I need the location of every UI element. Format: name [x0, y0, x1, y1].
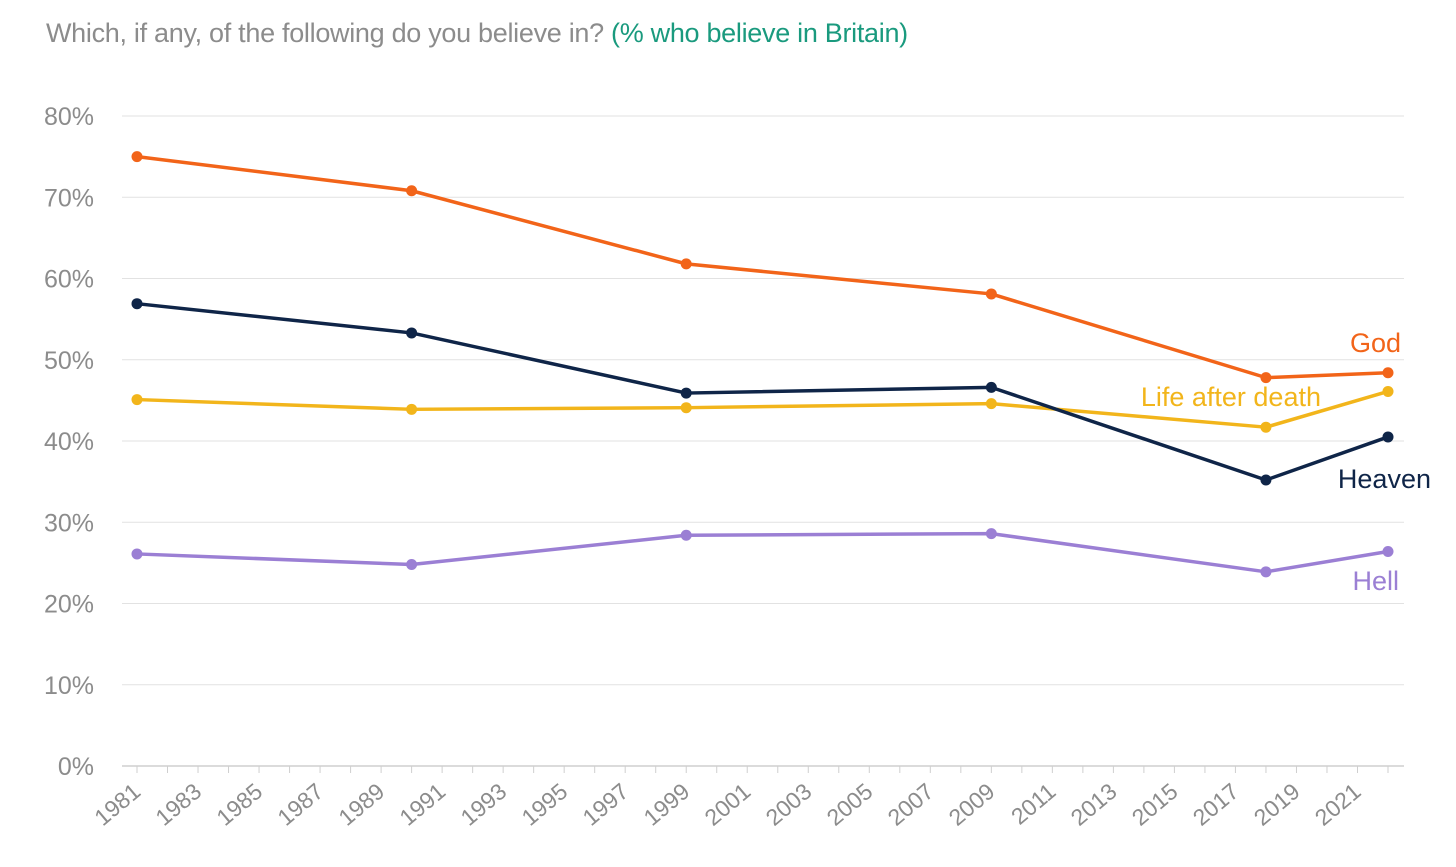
- x-tick-label: 1989: [333, 778, 389, 831]
- y-tick-label: 10%: [44, 672, 94, 700]
- chart-title: Which, if any, of the following do you b…: [46, 18, 604, 48]
- x-tick-label: 1981: [89, 778, 145, 831]
- x-tick-label: 1987: [272, 778, 328, 831]
- x-tick-label: 2007: [883, 778, 939, 831]
- x-axis: 1981 1983 1985 1987 1989 1991 1993 1995 1997 1999…: [89, 766, 1389, 831]
- x-tick-label: 2003: [761, 778, 817, 831]
- y-tick-label: 80%: [44, 103, 94, 131]
- data-point-god: [680, 258, 692, 270]
- x-tick-label: 2015: [1127, 778, 1183, 831]
- x-tick-label: 1983: [150, 778, 206, 831]
- x-tick-label: 1991: [394, 778, 450, 831]
- data-point-heaven: [1260, 474, 1272, 486]
- data-point-heaven: [131, 298, 143, 310]
- x-tick-label: 1993: [455, 778, 511, 831]
- y-tick-label: 30%: [44, 509, 94, 537]
- data-point-hell: [680, 529, 692, 541]
- series-line-life-after-death: [135, 389, 1390, 429]
- y-tick-label: 60%: [44, 266, 94, 294]
- series-line-god: [135, 154, 1390, 380]
- chart-title-line: Which, if any, of the following do you b…: [46, 18, 908, 49]
- x-tick-label: 1995: [516, 778, 572, 831]
- gridlines: [122, 115, 1404, 767]
- data-point-hell: [131, 548, 143, 560]
- x-tick-label: 1999: [639, 778, 695, 831]
- x-tick-label: 2001: [700, 778, 756, 831]
- x-tick-label: 2021: [1310, 778, 1366, 831]
- data-point-god: [406, 185, 418, 197]
- data-point-god: [1382, 367, 1394, 379]
- x-tick-label: 2011: [1006, 778, 1061, 830]
- x-tick-label: 2009: [944, 778, 1000, 831]
- data-point-heaven: [406, 327, 418, 339]
- x-tick-label: 2019: [1249, 778, 1305, 831]
- data-point-hell: [985, 528, 997, 540]
- y-tick-label: 40%: [44, 428, 94, 456]
- data-point-life-after-death: [131, 394, 143, 406]
- series-label-life-after-death: Life after death: [1141, 382, 1321, 412]
- x-tick-label: 2013: [1066, 778, 1122, 831]
- series-line-heaven: [135, 301, 1390, 482]
- series-lines: [131, 151, 1394, 578]
- data-point-god: [1260, 372, 1272, 384]
- series-label-god: God: [1350, 328, 1401, 358]
- y-tick-label: 50%: [44, 347, 94, 375]
- x-tick-label: 2017: [1188, 778, 1244, 831]
- series-labels: God Life after death Heaven Hell: [1141, 328, 1431, 596]
- data-point-hell: [406, 559, 418, 570]
- data-point-god: [131, 151, 143, 163]
- x-tick-label: 1985: [211, 778, 267, 831]
- data-point-hell: [1382, 546, 1394, 557]
- x-tick-label: 1997: [577, 778, 633, 831]
- data-point-heaven: [680, 387, 692, 399]
- x-tick-label: 2005: [822, 778, 878, 831]
- data-point-heaven: [985, 381, 997, 393]
- y-tick-label: 20%: [44, 591, 94, 619]
- data-point-life-after-death: [1382, 385, 1394, 397]
- chart-subtitle: (% who believe in Britain): [611, 18, 908, 48]
- data-point-life-after-death: [680, 402, 692, 414]
- y-tick-label: 70%: [44, 184, 94, 212]
- data-point-heaven: [1382, 431, 1394, 443]
- y-axis: 0% 10% 20% 30% 40% 50% 60% 70% 80%: [44, 103, 94, 781]
- data-point-god: [985, 288, 997, 300]
- data-point-life-after-death: [985, 398, 997, 410]
- data-point-life-after-death: [406, 403, 418, 415]
- series-label-heaven: Heaven: [1338, 464, 1431, 494]
- data-point-hell: [1260, 566, 1272, 578]
- y-tick-label: 0%: [58, 753, 94, 781]
- series-line-hell: [135, 531, 1390, 574]
- series-label-hell: Hell: [1352, 566, 1399, 596]
- data-point-life-after-death: [1260, 421, 1272, 433]
